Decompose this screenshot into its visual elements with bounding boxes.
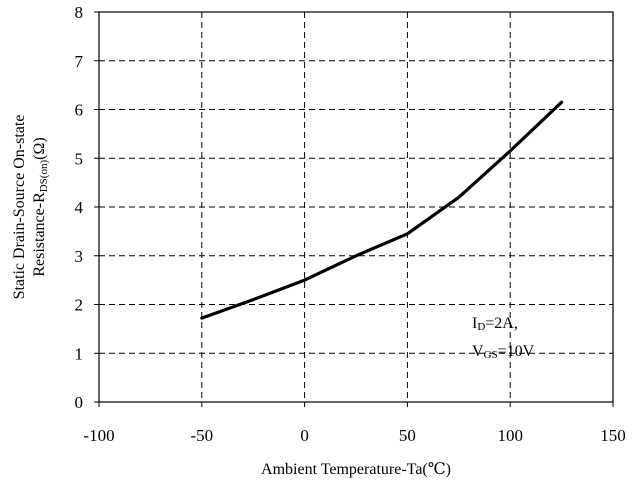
y-tick-label: 4 [75,198,84,217]
plot-frame [98,11,614,403]
y-tick-label: 0 [75,393,84,412]
x-axis-label: Ambient Temperature-Ta(℃) [261,461,451,478]
x-tick-label: 0 [300,426,309,445]
y-axis-label-line-1: Static Drain-Source On-state [11,115,28,300]
y-tick-label: 3 [75,247,84,266]
annotation-voltage-value: =10V [498,343,535,360]
y-tick-label: 1 [75,344,84,363]
annotation-voltage: VGS=10V [472,343,535,361]
x-tick-label: -100 [83,426,114,445]
y-axis-label-unit: (Ω) [31,137,48,160]
annotation-current-value: =2A, [485,315,518,332]
annotation-current-symbol: I [472,315,477,332]
series-line-1 [200,100,564,320]
y-axis-label-line-2: Resistance-RDS(on)(Ω) [31,137,50,276]
series [200,100,564,320]
grid [99,12,613,402]
y-tick-label: 5 [75,149,84,168]
x-tick-label: -50 [190,426,213,445]
y-tick-label: 2 [75,296,84,315]
y-axis-label-subscript: DS(on) [38,160,50,193]
y-axis-label-resistance: Resistance-R [31,192,48,277]
y-tick-label: 6 [75,101,84,120]
condition-annotation: ID=2A, VGS=10V [472,315,535,361]
x-tick-label: 50 [399,426,416,445]
y-axis-label: Static Drain-Source On-state Resistance-… [11,115,50,300]
annotation-voltage-symbol: V [472,343,484,360]
annotation-current: ID=2A, [472,315,518,333]
x-tick-label: 150 [600,426,626,445]
y-tick-label: 8 [75,3,84,22]
annotation-current-subscript: D [477,321,485,333]
y-tick-label: 7 [75,52,84,71]
x-tick-label: 100 [497,426,523,445]
tick-labels: -100 -50 0 50 100 150 0 1 2 3 4 5 6 7 8 [75,3,626,445]
annotation-voltage-subscript: GS [484,349,498,361]
